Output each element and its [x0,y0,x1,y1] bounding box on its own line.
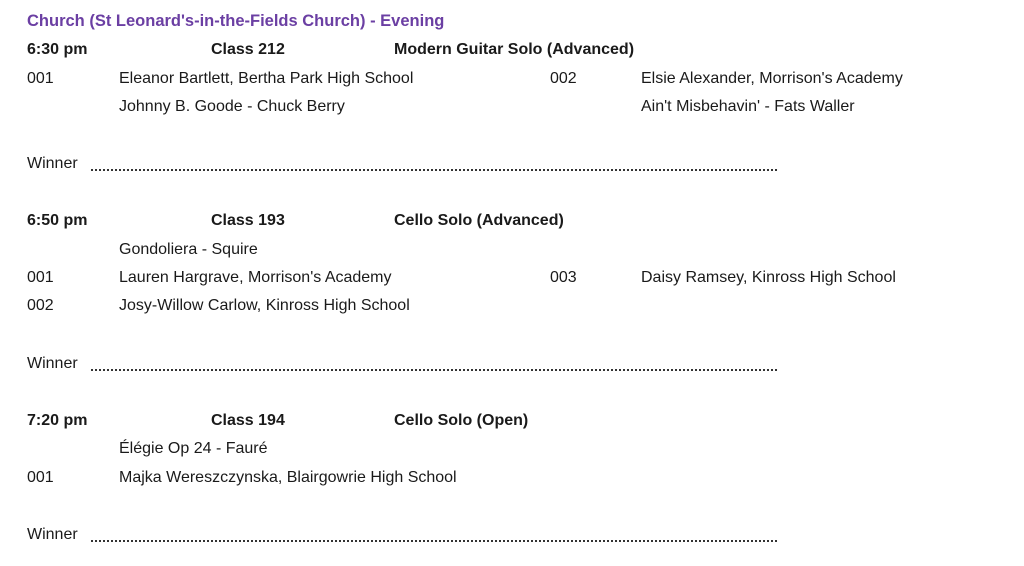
entry-number: 001 [27,469,54,486]
session-class: Class 194 [211,412,285,429]
entry-number: 001 [27,70,54,87]
entry-name: Daisy Ramsey, Kinross High School [641,269,896,286]
session-time: 6:30 pm [27,41,88,58]
session-title: Cello Solo (Open) [394,412,529,429]
entry-name: Majka Wereszczynska, Blairgowrie High Sc… [119,469,457,486]
session-piece: Élégie Op 24 - Fauré [119,440,268,457]
session-class: Class 193 [211,212,285,229]
entry-name: Lauren Hargrave, Morrison's Academy [119,269,392,286]
page-heading: Church (St Leonard's-in-the-Fields Churc… [27,12,445,30]
session-title: Cello Solo (Advanced) [394,212,564,229]
entry-piece: Ain't Misbehavin' - Fats Waller [641,98,855,115]
entry-name: Josy-Willow Carlow, Kinross High School [119,297,410,314]
entry-name: Eleanor Bartlett, Bertha Park High Schoo… [119,70,414,87]
session-title: Modern Guitar Solo (Advanced) [394,41,635,58]
winner-label: Winner [27,155,78,172]
winner-label: Winner [27,526,78,543]
winner-dotted-line [91,538,777,542]
session-class: Class 212 [211,41,285,58]
entry-number: 002 [550,70,577,87]
winner-label: Winner [27,355,78,372]
session-time: 7:20 pm [27,412,88,429]
entry-name: Elsie Alexander, Morrison's Academy [641,70,903,87]
session-piece: Gondoliera - Squire [119,241,258,258]
entry-number: 003 [550,269,577,286]
entry-number: 001 [27,269,54,286]
session-time: 6:50 pm [27,212,88,229]
entry-piece: Johnny B. Goode - Chuck Berry [119,98,345,115]
winner-dotted-line [91,367,777,371]
winner-dotted-line [91,167,777,171]
entry-number: 002 [27,297,54,314]
